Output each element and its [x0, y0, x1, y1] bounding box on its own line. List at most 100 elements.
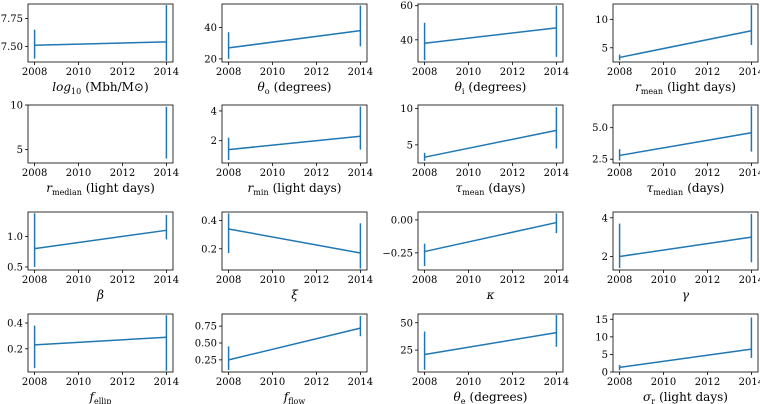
x-tick-label: 2014 — [544, 67, 569, 78]
x-tick-label: 2008 — [216, 377, 241, 388]
x-axis-label: ξ — [291, 288, 299, 302]
x-tick-label: 2008 — [607, 275, 632, 286]
x-axis-label: rmedian (light days) — [46, 181, 155, 197]
label-symbol: κ — [486, 288, 495, 302]
x-tick-label: 2012 — [500, 67, 525, 78]
x-tick-label: 2010 — [66, 275, 91, 286]
plot-frame — [612, 104, 759, 164]
x-axis-label: log10 (Mbh/M⊙) — [52, 80, 148, 96]
data-line — [619, 348, 752, 369]
y-tick-label: 2.5 — [592, 155, 608, 166]
label-symbol: r — [248, 181, 255, 195]
plot-frame — [221, 104, 368, 164]
label-unit: (days) — [687, 181, 724, 195]
x-tick-label: 2012 — [110, 67, 135, 78]
y-tick-label: 0.4 — [201, 216, 217, 227]
x-tick-label: 2014 — [739, 275, 760, 286]
y-tick-label: 5 — [602, 43, 608, 54]
y-tick-label: 5 — [17, 145, 23, 156]
x-tick-label: 2014 — [739, 67, 760, 78]
subplot: 2008 2010 2012 2014 −0.25 0.00 κ — [382, 211, 569, 302]
x-tick-label: 2010 — [260, 275, 285, 286]
x-tick-label: 2010 — [651, 275, 676, 286]
x-tick-label: 2012 — [304, 377, 329, 388]
label-subscript: median — [52, 188, 82, 197]
plot-frame — [417, 3, 564, 63]
y-tick-label: 1.0 — [7, 232, 23, 243]
data-line — [619, 236, 752, 258]
x-axis-label: θo (degrees) — [258, 80, 332, 96]
label-subscript: i — [462, 87, 465, 96]
x-tick-label: 2014 — [348, 275, 373, 286]
label-symbol: τ — [647, 181, 654, 195]
y-tick-label: 0.2 — [201, 244, 217, 255]
plot-frame — [27, 3, 174, 63]
x-axis-label: fflow — [283, 390, 306, 404]
label-unit: (days) — [488, 181, 525, 195]
x-tick-label: 2010 — [260, 67, 285, 78]
x-tick-label: 2010 — [260, 377, 285, 388]
x-axis-label: fellip — [89, 390, 112, 404]
y-tick-label: 5 — [602, 350, 608, 361]
x-tick-label: 2014 — [154, 67, 179, 78]
y-tick-label: 25 — [400, 346, 413, 357]
label-symbol: r — [46, 181, 53, 195]
x-tick-label: 2012 — [304, 275, 329, 286]
x-tick-label: 2010 — [66, 67, 91, 78]
label-subscript: min — [253, 188, 268, 197]
y-tick-label: 0.4 — [7, 319, 23, 330]
data-line — [424, 129, 557, 158]
subplot: 2008 2010 2012 2014 0.25 0.50 0.75 fflow — [195, 313, 373, 404]
x-axis-label: γ — [682, 288, 690, 302]
y-tick-label: 2 — [211, 136, 217, 147]
x-tick-label: 2010 — [456, 275, 481, 286]
plot-frame — [417, 313, 564, 373]
plot-frame — [417, 211, 564, 271]
label-symbol: r — [635, 80, 642, 94]
subplot: 2008 2010 2012 2014 0 5 10 15 σr (light days) — [595, 313, 760, 404]
plot-frame — [221, 211, 368, 271]
label-subscript: 10 — [71, 87, 81, 96]
x-tick-label: 2014 — [544, 275, 569, 286]
x-axis-label: θi (degrees) — [455, 80, 527, 96]
plot-frame — [27, 104, 174, 164]
subplot: 2008 2010 2012 2014 0.5 1.0 β — [7, 211, 179, 302]
y-tick-label: 0.5 — [7, 262, 23, 273]
x-tick-label: 2014 — [348, 377, 373, 388]
label-symbol: τ — [455, 181, 462, 195]
x-tick-label: 2012 — [500, 168, 525, 179]
y-tick-label: 0.25 — [195, 355, 217, 366]
label-subscript: mean — [462, 188, 484, 197]
x-tick-label: 2008 — [607, 377, 632, 388]
y-tick-label: 0.00 — [391, 215, 413, 226]
y-tick-label: 7.50 — [1, 42, 23, 53]
label-symbol: θ — [454, 390, 462, 404]
plot-frame — [612, 3, 759, 63]
x-tick-label: 2008 — [412, 275, 437, 286]
label-unit: (Mbh/M⊙) — [85, 80, 148, 94]
subplot: 2008 2010 2012 2014 2 4 γ — [602, 211, 760, 302]
data-line — [228, 228, 361, 254]
data-line — [228, 327, 361, 361]
y-tick-label: 20 — [204, 54, 217, 65]
plot-frame — [27, 211, 174, 271]
x-tick-label: 2008 — [22, 275, 47, 286]
y-tick-label: 10 — [595, 332, 608, 343]
data-line — [34, 229, 167, 250]
label-subscript: median — [653, 188, 683, 197]
x-tick-label: 2012 — [695, 377, 720, 388]
x-axis-label: τmean (days) — [455, 181, 525, 197]
label-unit: (light days) — [273, 181, 342, 195]
x-axis-label: τmedian (days) — [647, 181, 725, 197]
x-tick-label: 2014 — [154, 168, 179, 179]
subplot: 2008 2010 2012 2014 25 50 θe (degrees) — [400, 313, 569, 404]
label-symbol: log — [52, 80, 71, 94]
label-symbol: β — [96, 288, 104, 302]
plot-frame — [221, 3, 368, 63]
x-tick-label: 2014 — [154, 275, 179, 286]
label-unit: (light days) — [659, 390, 728, 404]
x-tick-label: 2008 — [607, 67, 632, 78]
subplot: 2008 2010 2012 2014 2 4 rmin (light days) — [211, 104, 373, 197]
